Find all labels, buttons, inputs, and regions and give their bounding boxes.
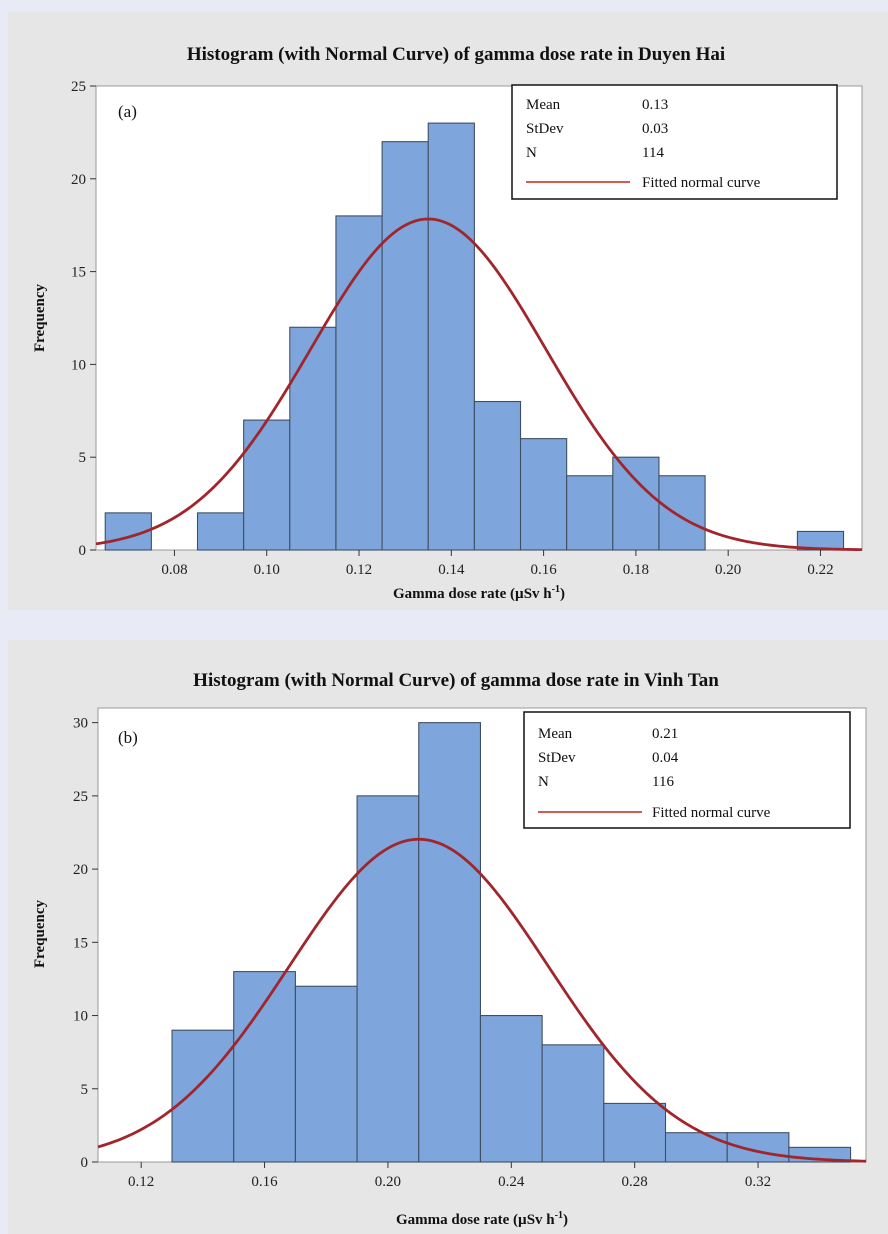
y-axis-title: Frequency: [32, 899, 48, 968]
x-tick-label: 0.20: [715, 562, 741, 578]
legend-mean-value: 0.13: [642, 97, 668, 113]
x-tick-label: 0.20: [375, 1174, 401, 1190]
legend-stdev-label: StDev: [526, 121, 564, 137]
chart-title: Histogram (with Normal Curve) of gamma d…: [193, 670, 719, 691]
histogram-bar: [479, 1014, 543, 1163]
y-tick-label: 10: [73, 1009, 88, 1025]
legend-box: [523, 711, 851, 829]
legend-curve-label: Fitted normal curve: [642, 175, 761, 191]
legend-mean-value: 0.21: [652, 726, 678, 742]
y-tick-label: 5: [81, 1082, 89, 1098]
x-tick-label: 0.16: [530, 562, 557, 578]
x-tick-label: 0.28: [622, 1174, 648, 1190]
x-tick-label: 0.14: [438, 562, 465, 578]
histogram-bar: [603, 1102, 667, 1163]
y-tick-label: 5: [79, 450, 87, 466]
x-tick-label: 0.12: [346, 562, 372, 578]
histogram-bar: [612, 456, 660, 551]
histogram-bar: [289, 326, 337, 551]
chart-title: Histogram (with Normal Curve) of gamma d…: [187, 44, 725, 65]
chart-svg: Histogram (with Normal Curve) of gamma d…: [32, 670, 867, 1228]
legend-n-label: N: [538, 774, 549, 790]
histogram-bar: [473, 400, 522, 551]
histogram-bar: [381, 141, 429, 551]
y-tick-label: 0: [81, 1155, 89, 1171]
panel-label: (a): [118, 102, 137, 121]
histogram-bar: [541, 1044, 605, 1163]
legend-n-value: 114: [642, 145, 664, 161]
y-tick-label: 30: [73, 716, 88, 732]
x-tick-label: 0.08: [161, 562, 187, 578]
y-axis-title: Frequency: [32, 283, 48, 352]
chart-svg: Histogram (with Normal Curve) of gamma d…: [32, 44, 863, 602]
histogram-panel-duyen-hai: Histogram (with Normal Curve) of gamma d…: [8, 12, 888, 610]
histogram-bar: [658, 475, 706, 551]
legend-box: [511, 84, 838, 200]
legend-n-value: 116: [652, 774, 674, 790]
histogram-bar: [335, 215, 383, 551]
legend-stdev-value: 0.03: [642, 121, 668, 137]
legend-n-label: N: [526, 145, 537, 161]
legend-mean-label: Mean: [526, 97, 561, 113]
histogram-bar: [566, 475, 614, 551]
normal-curve: [95, 217, 863, 552]
y-tick-label: 10: [71, 357, 86, 373]
legend-mean-label: Mean: [538, 726, 573, 742]
legend: Mean 0.21 StDev 0.04 N 116 Fitted normal…: [523, 711, 851, 829]
panel-label: (b): [118, 728, 138, 747]
histogram-bar: [233, 971, 296, 1163]
y-tick-label: 0: [79, 543, 87, 559]
y-tick-label: 20: [73, 862, 88, 878]
y-tick-label: 15: [73, 935, 88, 951]
x-tick-label: 0.10: [254, 562, 280, 578]
histogram-panel-vinh-tan: Histogram (with Normal Curve) of gamma d…: [8, 640, 888, 1234]
histogram-bar: [664, 1132, 728, 1163]
legend: Mean 0.13 StDev 0.03 N 114 Fitted normal…: [511, 84, 838, 200]
histogram-bar: [243, 419, 291, 551]
histogram-bar: [196, 512, 245, 551]
y-tick-label: 20: [71, 172, 86, 188]
x-tick-label: 0.16: [251, 1174, 278, 1190]
histogram-bar: [294, 985, 358, 1163]
x-axis-title: Gamma dose rate (µSv h-1): [393, 584, 565, 602]
y-tick-label: 25: [73, 789, 88, 805]
x-tick-label: 0.18: [623, 562, 649, 578]
histogram-bar: [519, 438, 568, 551]
x-tick-label: 0.22: [807, 562, 833, 578]
legend-stdev-value: 0.04: [652, 750, 679, 766]
histogram-bar: [427, 122, 475, 551]
legend-stdev-label: StDev: [538, 750, 576, 766]
y-tick-label: 15: [71, 265, 86, 281]
legend-curve-label: Fitted normal curve: [652, 805, 771, 821]
normal-curve: [97, 837, 867, 1163]
x-tick-label: 0.12: [128, 1174, 154, 1190]
histogram-bar: [418, 722, 482, 1163]
x-tick-label: 0.32: [745, 1174, 771, 1190]
histogram-bar: [356, 795, 420, 1163]
x-tick-label: 0.24: [498, 1174, 525, 1190]
x-axis-title: Gamma dose rate (µSv h-1): [396, 1210, 568, 1228]
y-tick-label: 25: [71, 79, 86, 95]
histogram-bar: [171, 1029, 235, 1163]
